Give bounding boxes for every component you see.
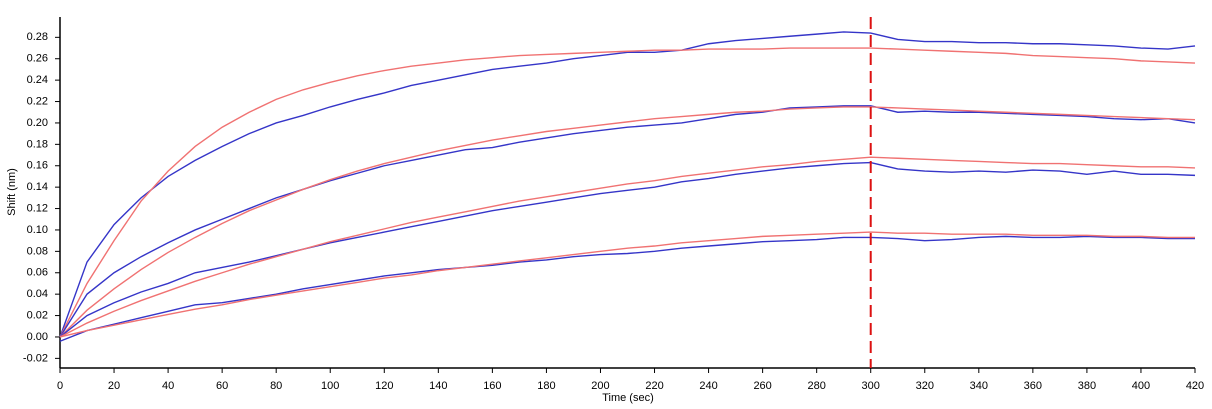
y-tick-label: 0.02 — [27, 309, 48, 321]
x-tick-label: 60 — [216, 380, 228, 392]
data-line — [59, 106, 1196, 338]
x-tick-label: 140 — [429, 380, 447, 392]
x-tick-label: 40 — [162, 380, 174, 392]
x-tick-label: 100 — [321, 380, 339, 392]
y-tick-label: 0.06 — [27, 267, 48, 279]
x-tick-label: 120 — [375, 380, 393, 392]
y-tick-label: 0.28 — [27, 31, 48, 43]
y-tick-label: 0.12 — [27, 202, 48, 214]
x-tick-label: 80 — [270, 380, 282, 392]
x-tick-label: 20 — [108, 380, 120, 392]
y-tick-label: 0.10 — [27, 224, 48, 236]
x-tick-label: 340 — [970, 380, 988, 392]
data-line — [59, 161, 1196, 338]
x-tick-label: 300 — [862, 380, 880, 392]
y-tick-label: -0.02 — [23, 352, 48, 364]
y-tick-label: 0.26 — [27, 53, 48, 65]
x-tick-label: 320 — [916, 380, 934, 392]
y-tick-label: 0.00 — [27, 331, 48, 343]
x-tick-label: 420 — [1186, 380, 1204, 392]
y-tick-label: 0.18 — [27, 138, 48, 150]
y-axis-label: Shift (nm) — [6, 168, 18, 216]
x-tick-label: 240 — [699, 380, 717, 392]
y-tick-label: 0.24 — [27, 74, 48, 86]
data-line — [59, 47, 1196, 338]
x-tick-label: 260 — [753, 380, 771, 392]
x-tick-label: 160 — [483, 380, 501, 392]
x-tick-label: 380 — [1078, 380, 1096, 392]
x-tick-label: 360 — [1024, 380, 1042, 392]
data-line — [59, 105, 1196, 338]
y-tick-label: 0.04 — [27, 288, 48, 300]
y-tick-label: 0.14 — [27, 181, 48, 193]
data-line — [59, 235, 1195, 342]
data-line — [59, 31, 1196, 338]
y-tick-label: 0.22 — [27, 95, 48, 107]
x-tick-label: 280 — [807, 380, 825, 392]
y-tick-label: 0.20 — [27, 117, 48, 129]
x-tick-label: 180 — [537, 380, 555, 392]
x-tick-label: 200 — [591, 380, 609, 392]
y-tick-label: 0.08 — [27, 245, 48, 257]
y-tick-label: 0.16 — [27, 160, 48, 172]
x-axis-label: Time (sec) — [602, 392, 654, 404]
data-line — [59, 156, 1196, 338]
x-tick-label: 400 — [1132, 380, 1150, 392]
x-tick-label: 0 — [57, 380, 63, 392]
x-tick-label: 220 — [645, 380, 663, 392]
data-line — [59, 231, 1195, 338]
